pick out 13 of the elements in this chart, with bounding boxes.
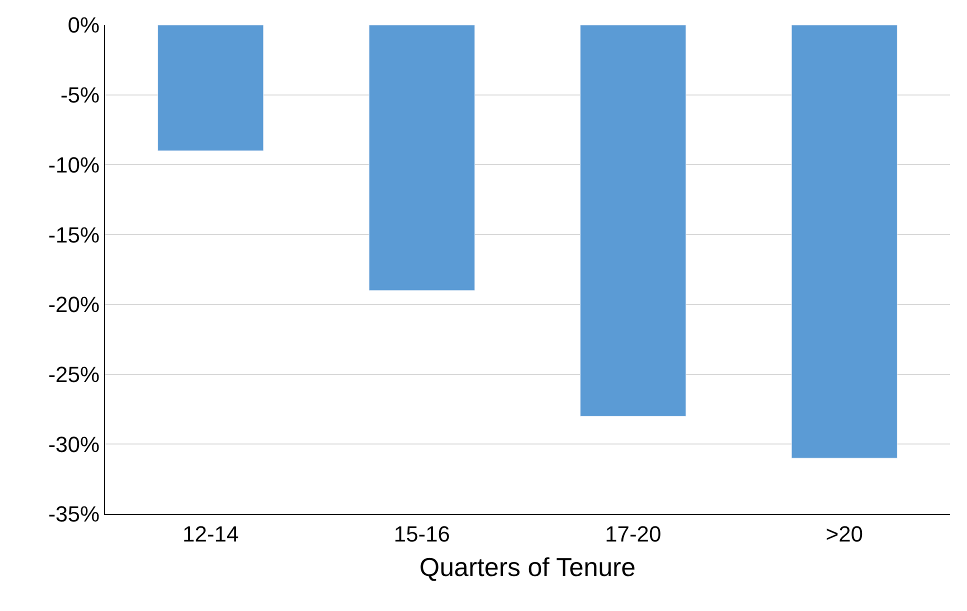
x-tick-label: 12-14 [182,521,239,546]
y-tick-label: -15% [48,222,100,248]
y-tick-label: 0% [68,12,100,38]
y-tick-label: -25% [48,362,100,387]
x-tick-label: 17-20 [604,521,662,546]
y-tick-label: -35% [48,502,100,527]
x-tick-label: >20 [826,521,864,546]
x-axis-title: Quarters of Tenure [419,552,636,582]
x-tick-label: 15-16 [394,521,450,546]
y-tick-label: -5% [60,82,100,108]
y-tick-label: -10% [48,152,100,178]
y-tick-label: -30% [48,432,100,457]
y-tick-label: -20% [48,292,100,318]
